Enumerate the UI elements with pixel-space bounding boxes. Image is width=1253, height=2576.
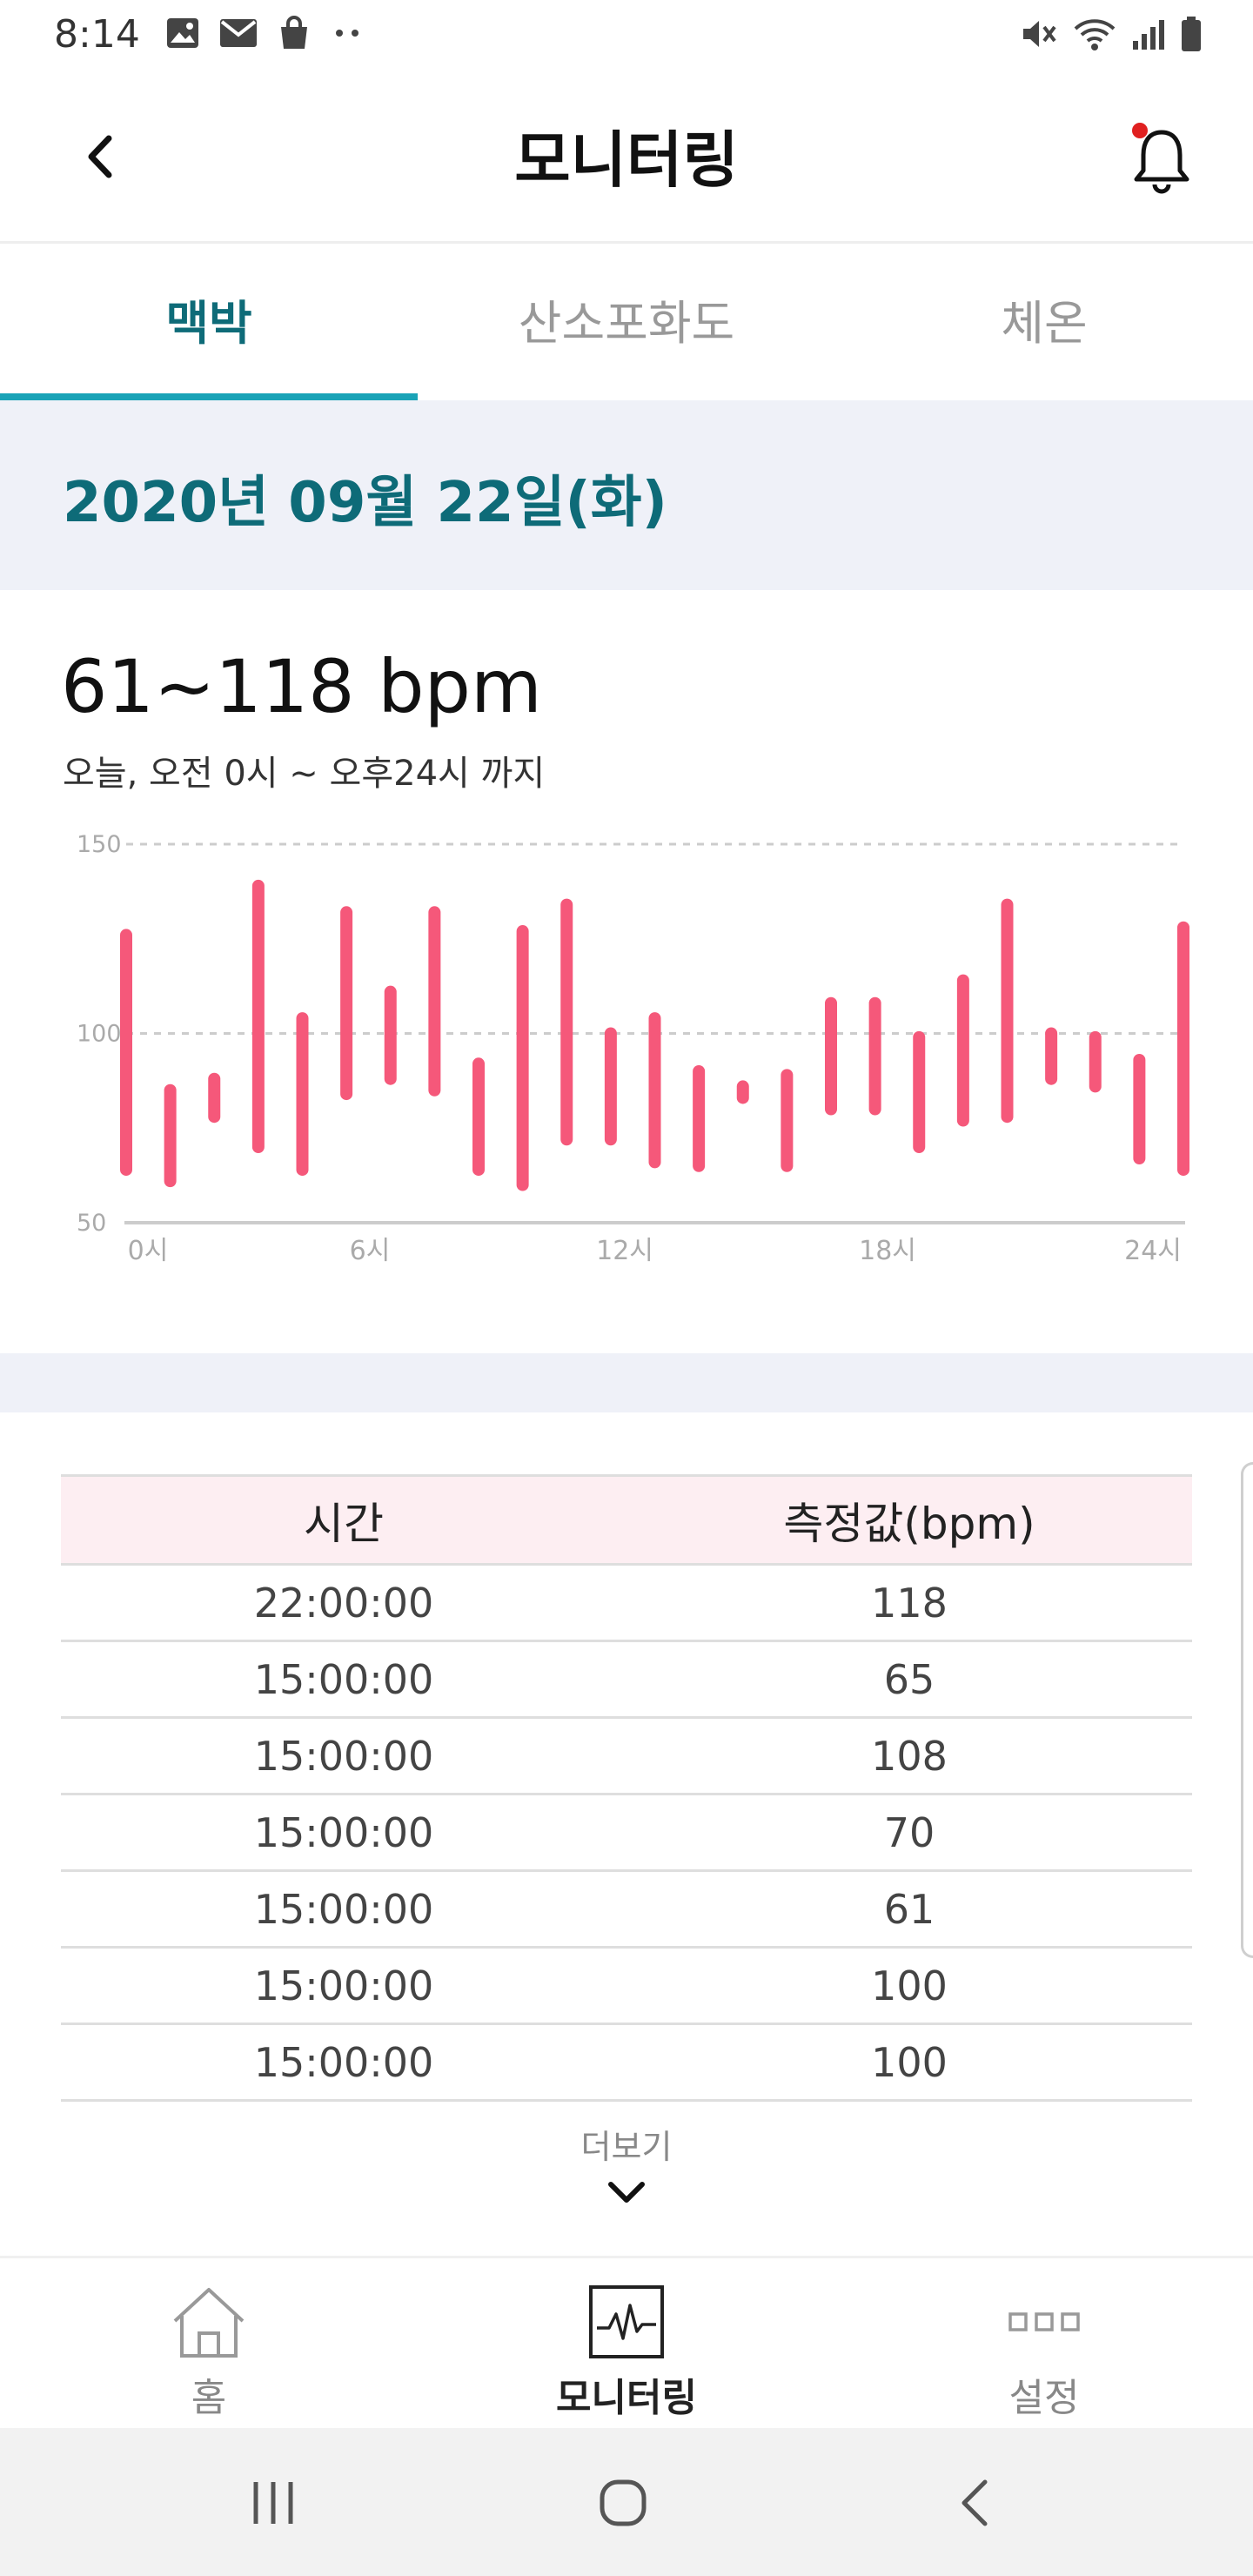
chart-y-tick-label: 50 [77, 1210, 106, 1237]
cell-value: 100 [626, 2023, 1192, 2102]
chart-x-tick-label: 18시 [859, 1236, 916, 1266]
tab-temperature[interactable]: 체온 [1001, 296, 1088, 351]
column-header-time: 시간 [61, 1474, 626, 1566]
notification-dot [1132, 123, 1148, 138]
chart-x-tick-label: 6시 [350, 1236, 391, 1266]
cell-time: 15:00:00 [61, 1794, 626, 1872]
more-button[interactable]: 더보기 [580, 2128, 673, 2166]
bpm-range: 61~118 bpm [61, 644, 542, 729]
signal-icon [1133, 20, 1164, 50]
chevron-left-icon [88, 135, 112, 178]
battery-icon [1182, 17, 1201, 51]
back-arrow-icon [962, 2479, 988, 2526]
home-system-button[interactable] [588, 2468, 658, 2538]
nav-monitoring-label: 모니터링 [556, 2376, 697, 2420]
status-notifications [165, 16, 365, 50]
chart-x-tick-label: 12시 [596, 1236, 653, 1266]
chart-x-tick-label: 0시 [128, 1236, 169, 1266]
app-header: 모니터링 [0, 70, 1253, 244]
tab-pulse[interactable]: 맥박 [0, 246, 418, 400]
cell-value: 70 [626, 1794, 1192, 1872]
cell-value: 100 [626, 1947, 1192, 2025]
cell-time: 15:00:00 [61, 1947, 626, 2025]
recent-apps-button[interactable] [238, 2468, 308, 2538]
nav-settings[interactable]: 설정 [835, 2258, 1253, 2428]
chart-y-tick-label: 150 [77, 831, 122, 858]
mail-icon [220, 19, 257, 47]
monitoring-icon [589, 2285, 664, 2358]
bell-icon [1132, 123, 1189, 194]
cell-time: 15:00:00 [61, 2023, 626, 2102]
recent-apps-icon [253, 2482, 293, 2524]
nav-settings-label: 설정 [1008, 2376, 1080, 2420]
chart-y-tick-label: 100 [77, 1021, 122, 1048]
measurement-table: 시간 측정값(bpm) 22:00:00 118 15:00:00 65 15:00… [61, 1474, 1192, 2102]
mute-icon [1023, 21, 1056, 47]
cell-value: 65 [626, 1640, 1192, 1719]
table-row: 15:00:00 65 [61, 1640, 1192, 1719]
range-subtitle: 오늘, 오전 0시 ~ 오후24시 까지 [63, 754, 546, 794]
cell-value: 108 [626, 1717, 1192, 1795]
back-system-button[interactable] [940, 2468, 1009, 2538]
table-row: 15:00:00 100 [61, 1947, 1192, 2025]
chart-x-tick-label: 24시 [1124, 1236, 1182, 1266]
table-row: 15:00:00 70 [61, 1794, 1192, 1872]
scroll-indicator[interactable] [1241, 1462, 1253, 1958]
cell-value: 61 [626, 1870, 1192, 1949]
table-row: 15:00:00 61 [61, 1870, 1192, 1949]
status-bar: 8:14 [0, 0, 1253, 70]
status-time: 8:14 [54, 12, 140, 57]
table-row: 15:00:00 100 [61, 2023, 1192, 2102]
date-band: 2020년 09월 22일(화) [0, 400, 1253, 590]
settings-icon [1008, 2312, 1080, 2331]
section-separator [0, 1353, 1253, 1412]
home-circle-icon [600, 2479, 647, 2526]
nav-home[interactable]: 홈 [0, 2258, 418, 2428]
back-button[interactable] [70, 122, 131, 191]
more-dots-icon [336, 30, 358, 37]
table-row: 22:00:00 118 [61, 1564, 1192, 1642]
nav-home-label: 홈 [191, 2376, 227, 2420]
cell-value: 118 [626, 1564, 1192, 1642]
page-title: 모니터링 [514, 124, 739, 196]
tab-bar: 맥박 산소포화도 체온 [0, 246, 1253, 400]
wifi-icon [1074, 19, 1116, 50]
notification-button[interactable] [1122, 120, 1201, 198]
column-header-value: 측정값(bpm) [626, 1474, 1192, 1566]
shopping-bag-icon [281, 16, 307, 49]
table-row: 15:00:00 108 [61, 1717, 1192, 1795]
chevron-down-icon[interactable] [606, 2176, 647, 2210]
bottom-navigation: 홈 모니터링 설정 [0, 2256, 1253, 2428]
cell-time: 22:00:00 [61, 1564, 626, 1642]
tab-oxygen-saturation[interactable]: 산소포화도 [518, 296, 735, 351]
date-text: 2020년 09월 22일(화) [63, 471, 667, 535]
system-navigation-bar [0, 2428, 1253, 2576]
home-icon [173, 2288, 245, 2358]
cell-time: 15:00:00 [61, 1640, 626, 1719]
status-system-icons [1020, 16, 1203, 52]
pulse-range-chart: 150 100 50 0시 6시 12시 18시 24시 [77, 831, 1189, 1266]
cell-time: 15:00:00 [61, 1717, 626, 1795]
cell-time: 15:00:00 [61, 1870, 626, 1949]
table-header-row: 시간 측정값(bpm) [61, 1474, 1192, 1566]
gallery-icon [167, 18, 198, 48]
nav-monitoring[interactable]: 모니터링 [418, 2258, 835, 2428]
